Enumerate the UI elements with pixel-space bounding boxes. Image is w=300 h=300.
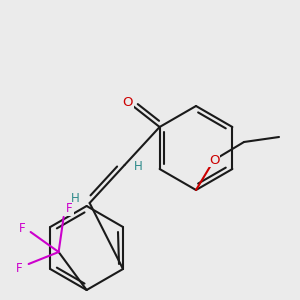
Text: F: F xyxy=(19,221,26,235)
Text: H: H xyxy=(71,191,80,205)
Text: H: H xyxy=(134,160,143,173)
Text: F: F xyxy=(66,202,73,215)
Text: F: F xyxy=(16,262,23,275)
Text: O: O xyxy=(209,154,219,166)
Text: O: O xyxy=(122,95,133,109)
